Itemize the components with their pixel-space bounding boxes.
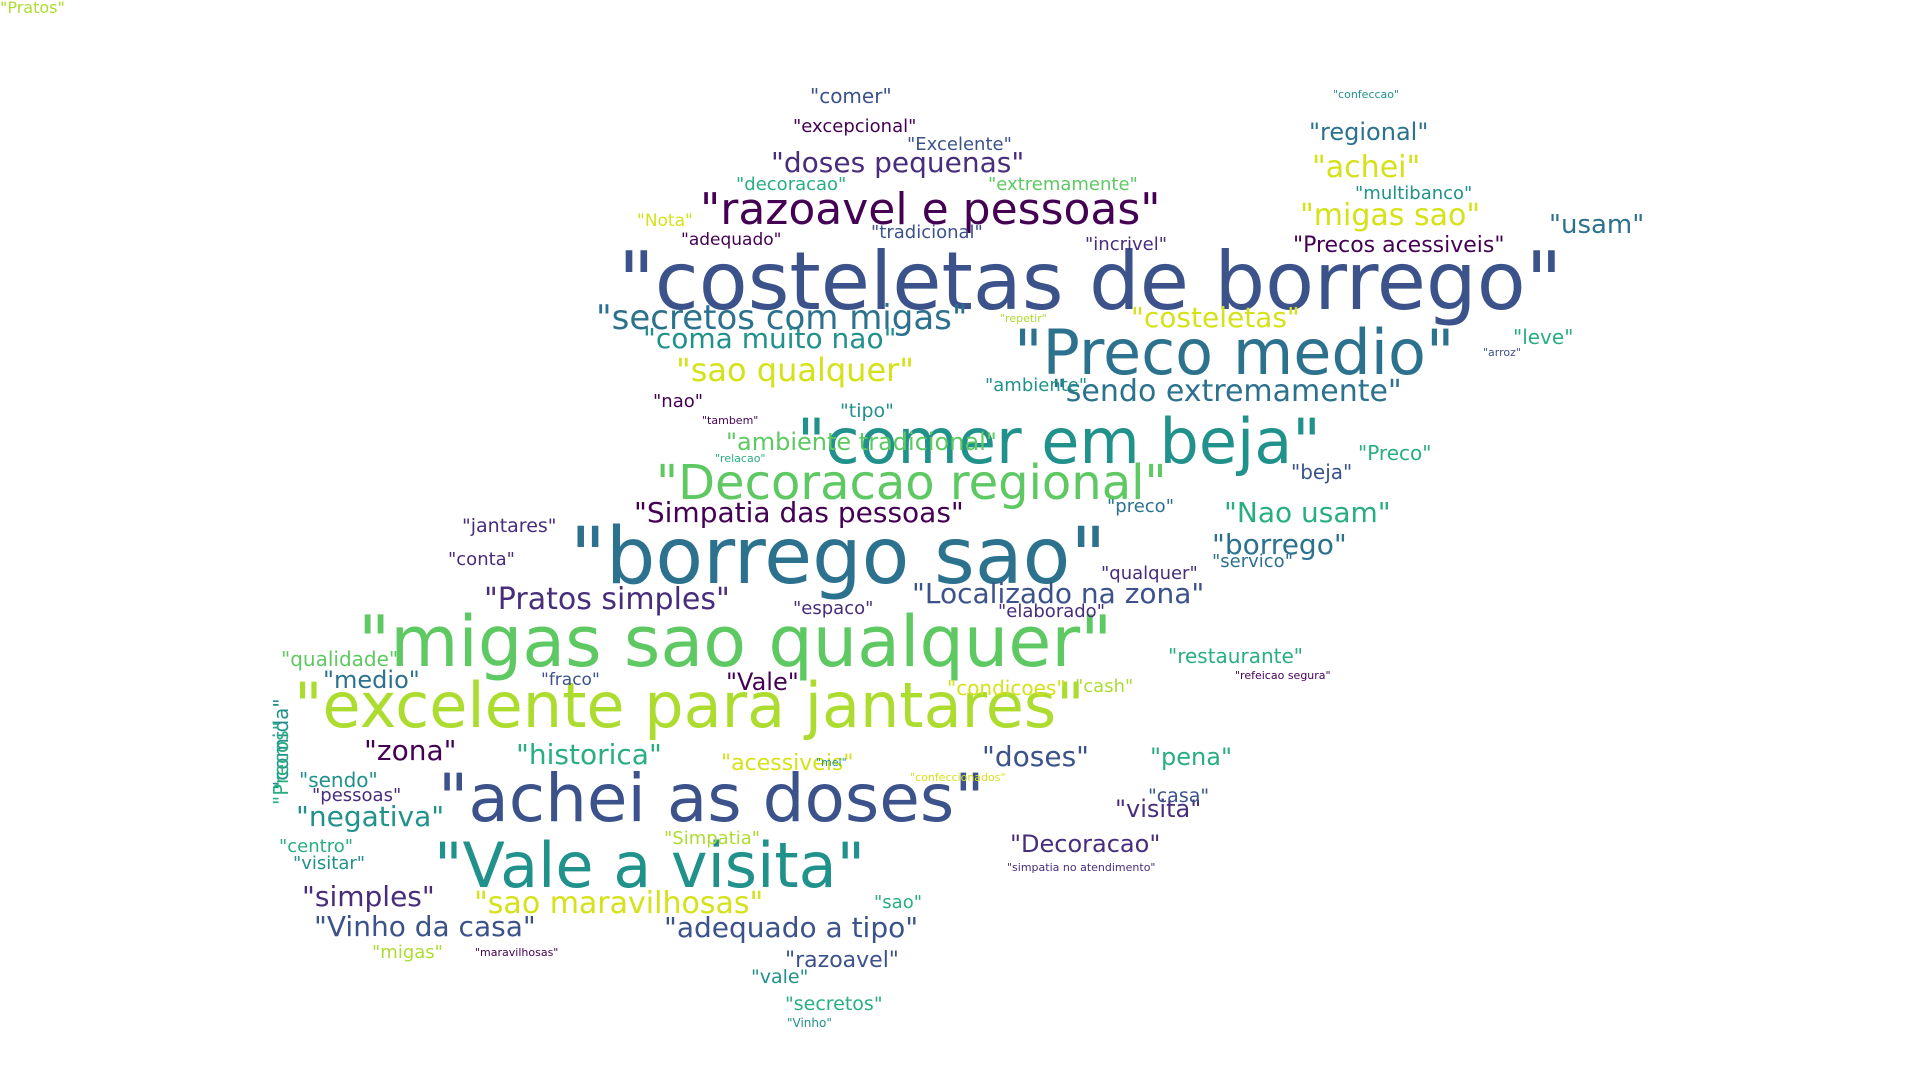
word: "relacao" [715,452,766,465]
word: "qualquer" [1101,563,1198,584]
word: "Decoracao regional" [656,455,1167,511]
word: "doses" [982,740,1090,773]
word: "conta" [448,549,515,570]
word: "adequado" [681,230,782,250]
word: "Simpatia" [664,828,761,849]
word: "Precos" [269,721,293,805]
word: "vale" [751,966,809,988]
word: "multibanco" [1355,183,1473,204]
word: "Nota" [637,211,693,231]
word: "nao" [653,391,704,412]
word: "Decoracao" [1010,830,1161,858]
word: "costeletas de borrego" [618,235,1563,328]
word: "beja" [1291,460,1353,484]
word: "sao maravilhosas" [474,886,764,921]
word: "costeletas" [1131,301,1300,334]
word: "simples" [302,880,435,913]
word: "Vinho da casa" [314,910,536,943]
word: "casa" [1148,785,1210,807]
word: "fraco" [541,670,600,690]
word: "comer em beja" [797,405,1321,478]
word: "tambem" [702,414,759,427]
word: "Excelente" [907,134,1012,155]
word: "pessoas" [312,785,402,806]
word: "incrivel" [1085,234,1167,255]
word: "extremamente" [988,174,1138,195]
word: "migas sao qualquer" [358,601,1113,683]
word: "negativa" [296,800,445,833]
word: "Nao usam" [1224,496,1391,529]
word: "tipo" [840,400,894,422]
word: "zona" [364,734,457,767]
word: "Preco medio" [1014,316,1455,389]
word: "confeccionados" [910,771,1006,784]
word: "confeccao" [1333,88,1400,101]
word: "Localizado na zona" [912,577,1205,610]
word: "acessiveis" [721,751,854,776]
word: "tradicional" [871,222,983,243]
word: "borrego" [1212,528,1347,561]
word: "borrego sao" [570,512,1107,602]
word: "pena" [1150,743,1232,771]
word: "excelente para jantares" [294,669,1085,742]
word: "elaborado" [998,601,1105,622]
word: "sao qualquer" [676,351,914,389]
word: "razoavel" [785,948,899,973]
word: "comer" [810,84,892,108]
word: "secretos" [785,993,883,1015]
word: "excepcional" [793,116,917,137]
word: "Vale" [726,668,799,696]
word: "refeicao segura" [1235,669,1331,682]
word: "leve" [1513,325,1574,349]
word: "ambiente" [985,375,1088,396]
word: "regional" [1309,118,1429,146]
word: "secretos com migas" [596,298,968,338]
word: "Simpatia das pessoas" [634,496,964,529]
word: "Vinho" [787,1016,832,1030]
word: "simpatia no atendimento" [1007,861,1156,874]
word: "sao" [874,892,922,913]
word: "qualidade" [281,647,399,671]
word: "restaurante" [1168,644,1303,668]
word: "Precos acessiveis" [1293,233,1505,258]
word: "visitar" [293,853,366,874]
word: "sendo extremamente" [1052,374,1402,409]
word: "servico" [1212,551,1293,572]
word: "migas" [372,942,443,963]
word: "adequado a tipo" [664,911,919,944]
word: "medio" [323,666,420,694]
word: "sendo" [299,768,378,792]
word: "mel" [816,756,847,769]
word: "doses pequenas" [771,146,1025,179]
word: "achei as doses" [438,760,985,837]
word: "coma muito nao" [643,322,897,355]
word: "espaco" [793,598,874,619]
word: "Preco" [1358,441,1432,465]
word: "Vale a visita" [434,829,866,902]
word: "Pratos" [0,0,65,17]
word: "jantares" [462,515,557,537]
word: "ambiente tradicional" [726,428,997,456]
word: "decoracao" [736,174,847,195]
word: "visita" [1115,795,1202,823]
word: "maravilhosas" [475,946,559,959]
word: "arroz" [1483,346,1521,359]
word: "historica" [516,738,662,771]
word: "achei" [1312,150,1421,185]
word: "migas sao" [1300,198,1481,233]
word: "Pratos simples" [484,582,730,617]
word: "repetir" [1000,312,1047,325]
word: "razoavel e pessoas" [700,184,1161,235]
word: "usam" [1549,210,1645,240]
word: "preco" [1107,496,1174,517]
word: "centro" [279,836,354,857]
word: "cash" [1075,676,1134,697]
word: "condicoes" [947,676,1066,700]
